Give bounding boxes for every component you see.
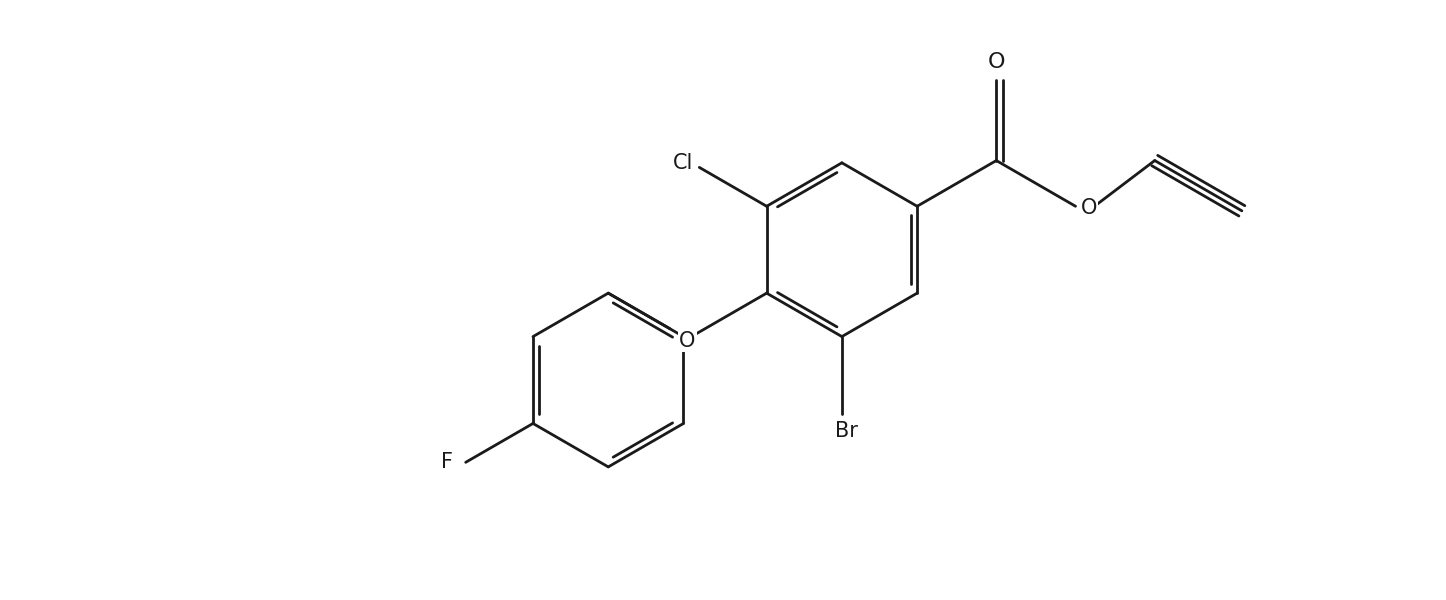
Text: Br: Br	[834, 421, 857, 441]
Text: Cl: Cl	[672, 153, 693, 173]
Text: O: O	[988, 52, 1005, 72]
Text: F: F	[441, 452, 454, 472]
Text: O: O	[1082, 198, 1098, 218]
Text: O: O	[680, 331, 696, 350]
